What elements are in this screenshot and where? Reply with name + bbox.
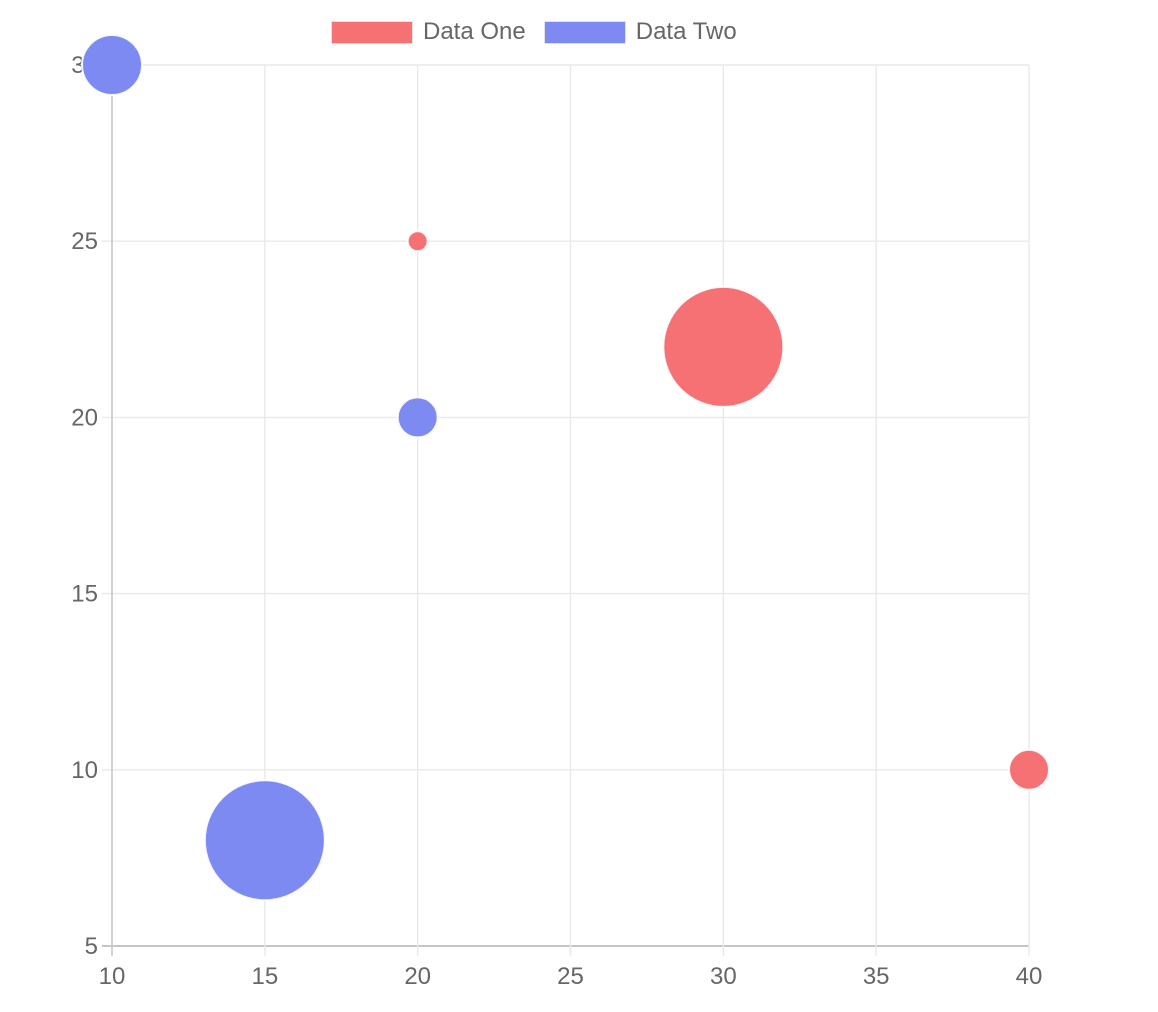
- x-tick-label-20: 20: [404, 963, 431, 990]
- y-tick-label-25: 25: [71, 228, 98, 255]
- chart-legend: Data One Data Two: [331, 20, 737, 44]
- legend-label-data-one: Data One: [423, 18, 526, 45]
- bubble-data-two-0[interactable]: [81, 34, 143, 96]
- bubble-data-two-2[interactable]: [203, 779, 326, 902]
- legend-swatch-data-two: [543, 20, 626, 44]
- bubbles-group: [81, 34, 1050, 902]
- legend-swatch-data-one: [331, 20, 413, 44]
- tick-labels-group: 5101520253010152025303540: [71, 52, 1042, 990]
- y-tick-label-10: 10: [71, 757, 98, 784]
- bubble-data-one-2[interactable]: [1008, 748, 1050, 791]
- x-tick-label-15: 15: [251, 963, 278, 990]
- y-tick-label-15: 15: [71, 581, 98, 608]
- x-tick-label-25: 25: [557, 963, 584, 990]
- x-tick-label-30: 30: [710, 963, 737, 990]
- bubble-data-one-0[interactable]: [406, 230, 429, 253]
- legend-item-data-one[interactable]: Data One: [331, 20, 526, 44]
- bubble-data-one-1[interactable]: [662, 285, 785, 408]
- legend-label-data-two: Data Two: [635, 18, 737, 45]
- x-tick-label-10: 10: [99, 963, 126, 990]
- x-tick-label-40: 40: [1016, 963, 1043, 990]
- gridlines-group: [102, 64, 1030, 956]
- bubble-data-two-1[interactable]: [396, 396, 439, 439]
- y-tick-label-5: 5: [85, 933, 98, 960]
- x-tick-label-35: 35: [863, 963, 890, 990]
- y-tick-label-20: 20: [71, 404, 98, 431]
- legend-item-data-two[interactable]: Data Two: [543, 18, 737, 45]
